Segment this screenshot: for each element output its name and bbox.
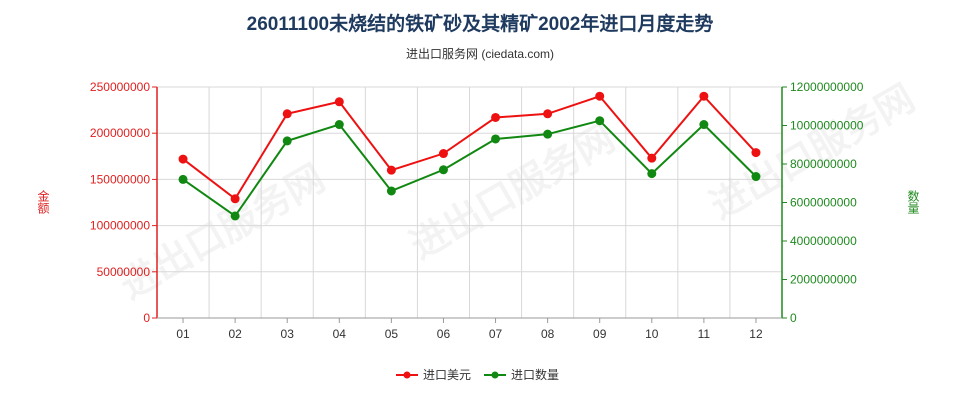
right-tick-label: 8000000000 — [790, 157, 857, 171]
data-point-series-2 — [438, 165, 448, 175]
left-axis-label: 金额 — [36, 189, 50, 215]
left-tick-label: 100000000 — [90, 219, 150, 233]
left-tick-label: 50000000 — [97, 265, 151, 279]
x-tick-label: 06 — [437, 327, 451, 341]
data-point-series-1 — [386, 165, 396, 175]
chart-subtitle: 进出口服务网 (ciedata.com) — [406, 46, 554, 61]
legend-label-2: 进口数量 — [511, 367, 559, 382]
data-point-series-2 — [543, 129, 553, 139]
left-tick-label: 0 — [143, 311, 150, 325]
right-tick-label: 6000000000 — [790, 196, 857, 210]
x-tick-label: 01 — [176, 327, 190, 341]
chart-title: 26011100未烧结的铁矿砂及其精矿2002年进口月度走势 — [247, 12, 714, 35]
data-point-series-2 — [282, 136, 292, 146]
data-point-series-2 — [595, 116, 605, 126]
x-axis-ticks: 01 02 03 04 05 06 07 08 09 10 11 12 — [176, 318, 763, 341]
right-tick-label: 4000000000 — [790, 234, 857, 248]
x-tick-label: 11 — [698, 327, 711, 341]
legend: 进口美元 进口数量 — [396, 367, 559, 382]
x-tick-label: 02 — [228, 327, 242, 341]
x-tick-label: 10 — [645, 327, 659, 341]
data-point-series-2 — [178, 174, 188, 184]
series-line-1 — [182, 94, 757, 201]
data-point-series-2 — [491, 134, 501, 144]
data-point-series-1 — [178, 154, 188, 164]
x-tick-label: 03 — [281, 327, 295, 341]
x-tick-label: 04 — [333, 327, 347, 341]
data-point-series-1 — [438, 149, 448, 159]
x-tick-label: 12 — [749, 327, 763, 341]
left-tick-label: 150000000 — [90, 172, 150, 186]
data-point-series-2 — [334, 120, 344, 130]
data-point-series-2 — [230, 211, 240, 221]
data-point-series-1 — [491, 112, 501, 122]
data-point-series-1 — [230, 194, 240, 204]
x-tick-label: 09 — [593, 327, 607, 341]
legend-label-1: 进口美元 — [423, 368, 471, 382]
legend-marker-2 — [491, 371, 499, 379]
left-tick-label: 250000000 — [90, 80, 150, 94]
right-axis-ticks: 0 2000000000 4000000000 6000000000 800000000… — [782, 80, 864, 325]
right-tick-label: 10000000000 — [790, 119, 864, 133]
right-tick-label: 2000000000 — [790, 273, 857, 287]
right-tick-label: 0 — [790, 311, 797, 325]
data-point-series-2 — [647, 169, 657, 179]
data-point-series-2 — [386, 186, 396, 196]
x-tick-label: 05 — [385, 327, 399, 341]
data-point-series-1 — [334, 97, 344, 107]
data-point-series-2 — [699, 120, 709, 130]
watermark-text: 进出口服务网 — [404, 117, 622, 267]
series-layer — [178, 91, 761, 221]
data-point-series-1 — [543, 109, 553, 119]
x-tick-label: 08 — [541, 327, 555, 341]
data-point-series-2 — [751, 172, 761, 182]
data-point-series-1 — [751, 148, 761, 158]
data-point-series-1 — [282, 109, 292, 119]
left-tick-label: 200000000 — [90, 126, 150, 140]
left-axis-ticks: 0 50000000 100000000 150000000 200000000 2500… — [90, 80, 157, 325]
data-point-series-1 — [595, 91, 605, 101]
legend-marker-1 — [403, 371, 411, 379]
x-tick-label: 07 — [489, 327, 503, 341]
data-point-series-1 — [699, 91, 709, 101]
data-point-series-1 — [647, 153, 657, 163]
right-tick-label: 12000000000 — [790, 80, 864, 94]
series-line-2 — [182, 119, 757, 218]
right-axis-label: 数量 — [906, 189, 920, 214]
